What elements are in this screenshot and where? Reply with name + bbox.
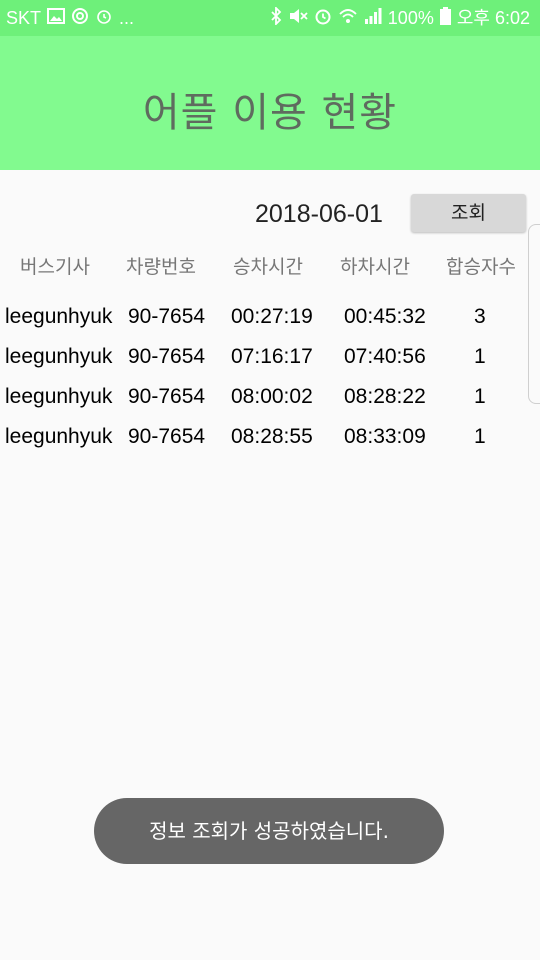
table-header: 버스기사 차량번호 승차시간 하차시간 합승자수: [0, 252, 540, 282]
cell-vehicle-number: 90-7654: [128, 305, 206, 328]
cell-driver: leegunhyuk: [5, 425, 113, 448]
edge-panel-handle[interactable]: [528, 224, 540, 404]
status-left: SKT ...: [6, 7, 134, 29]
page-title: 어플 이용 현황: [142, 90, 398, 136]
cell-vehicle-number: 90-7654: [128, 425, 206, 448]
header-vehicle-number: 차량번호: [126, 256, 196, 278]
cell-boarding-time: 07:16:17: [231, 345, 313, 368]
table-row: leegunhyuk 90-7654 07:16:17 07:40:56 1: [0, 345, 540, 381]
cell-driver: leegunhyuk: [5, 385, 113, 408]
cell-alighting-time: 00:45:32: [344, 305, 426, 328]
cell-passenger-count: 1: [474, 385, 486, 408]
cell-alighting-time: 08:33:09: [344, 425, 426, 448]
mute-icon: [288, 7, 308, 29]
header-boarding-time: 승차시간: [233, 256, 303, 278]
table-row: leegunhyuk 90-7654 08:28:55 08:33:09 1: [0, 425, 540, 461]
header-driver: 버스기사: [20, 256, 90, 278]
alarm-icon: [95, 7, 113, 29]
cell-passenger-count: 1: [474, 345, 486, 368]
cell-boarding-time: 00:27:19: [231, 305, 313, 328]
alarm-icon: [314, 7, 332, 29]
toast-message: 정보 조회가 성공하였습니다.: [94, 798, 444, 864]
more-notifications-indicator: ...: [119, 8, 135, 28]
battery-percent: 100%: [387, 8, 434, 28]
status-bar: SKT ...: [0, 0, 540, 36]
image-icon: [47, 8, 66, 28]
sync-icon: [71, 7, 89, 29]
date-picker-text[interactable]: 2018-06-01: [255, 200, 383, 228]
bluetooth-icon: [270, 5, 282, 29]
query-button[interactable]: 조회: [411, 194, 526, 232]
main-content: 2018-06-01 조회 버스기사 차량번호 승차시간 하차시간 합승자수 l…: [0, 170, 540, 960]
status-right: 100% 오후 6:02: [264, 5, 530, 29]
cell-alighting-time: 07:40:56: [344, 345, 426, 368]
table-row: leegunhyuk 90-7654 00:27:19 00:45:32 3: [0, 305, 540, 341]
wifi-icon: [338, 7, 358, 29]
cell-boarding-time: 08:00:02: [231, 385, 313, 408]
header-passenger-count: 합승자수: [446, 256, 516, 278]
cell-driver: leegunhyuk: [5, 305, 113, 328]
signal-icon: [364, 7, 382, 29]
cell-boarding-time: 08:28:55: [231, 425, 313, 448]
header-alighting-time: 하차시간: [340, 256, 410, 278]
battery-icon: [439, 7, 451, 29]
status-time: 오후 6:02: [456, 8, 530, 28]
cell-vehicle-number: 90-7654: [128, 345, 206, 368]
app-header: 어플 이용 현황: [0, 36, 540, 170]
cell-vehicle-number: 90-7654: [128, 385, 206, 408]
cell-driver: leegunhyuk: [5, 345, 113, 368]
table-row: leegunhyuk 90-7654 08:00:02 08:28:22 1: [0, 385, 540, 421]
cell-alighting-time: 08:28:22: [344, 385, 426, 408]
cell-passenger-count: 3: [474, 305, 486, 328]
carrier-label: SKT: [6, 8, 42, 28]
cell-passenger-count: 1: [474, 425, 486, 448]
